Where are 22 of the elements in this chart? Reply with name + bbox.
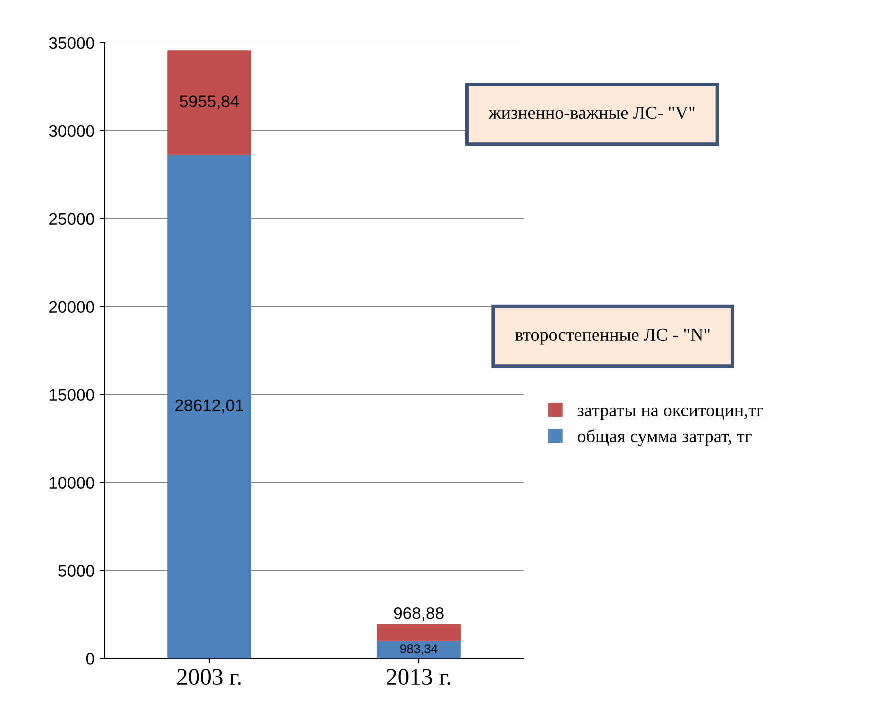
y-tick-label: 25000 [50,213,94,226]
data-label: 5955,84 [180,96,240,110]
bar [377,624,461,642]
data-label: 28612,01 [176,400,244,414]
x-tick-label: 2003 г. [178,669,241,686]
bar [168,155,252,659]
x-tick-label: 2013 г. [387,669,451,686]
data-label: 968,88 [394,608,444,622]
y-tick-label: 30000 [49,125,94,138]
y-tick-label: 20000 [50,301,94,314]
annotation: жизненно-важные ЛС- "V" [488,106,695,120]
bar [377,641,461,659]
legend-label: затраты на окситоцин,тг [578,408,764,420]
y-tick-label: 35000 [49,37,94,50]
y-tick-label: 15000 [50,389,94,402]
y-tick-label: 5000 [58,565,94,577]
y-tick-label: 0 [86,653,94,665]
data-label: 983,34 [400,644,438,655]
annotation: второстепенные ЛС - "N" [515,328,710,345]
legend-label: общая сумма затрат, тг [578,429,752,446]
y-tick-label: 10000 [50,477,94,489]
bar [168,50,252,156]
